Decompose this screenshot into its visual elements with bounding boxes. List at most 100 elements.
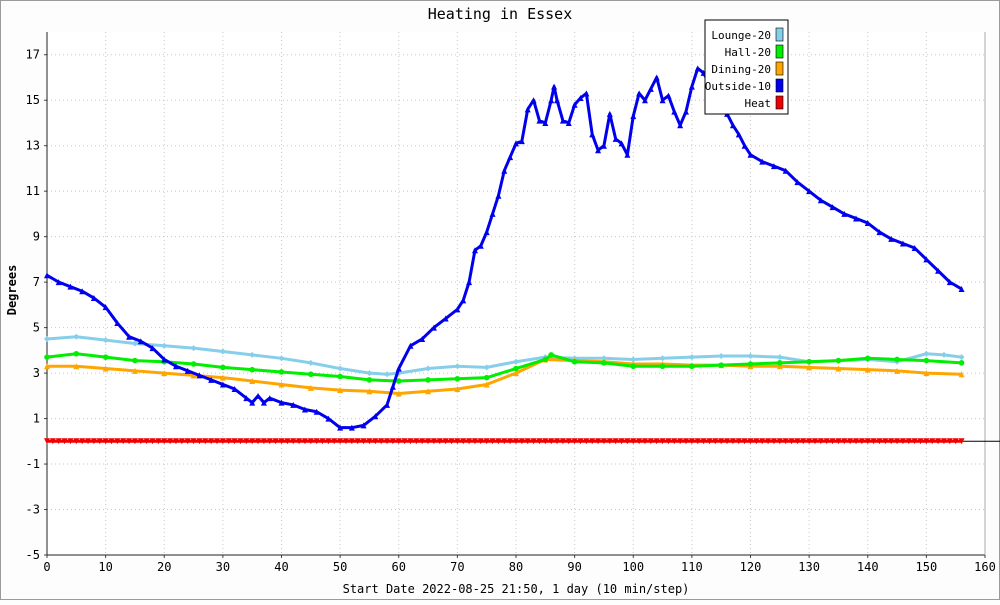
series-heat-point <box>401 438 408 445</box>
series-heat-point <box>372 438 379 445</box>
series-lounge-20-point <box>337 365 344 372</box>
x-tick-label: 100 <box>622 560 644 574</box>
y-tick-label: 13 <box>26 139 40 153</box>
series-heat-point <box>683 438 690 445</box>
series-hall-20-point <box>571 358 578 365</box>
series-outside-10-point <box>489 210 496 217</box>
series-outside-10-point <box>688 83 695 90</box>
series-heat-point <box>184 438 191 445</box>
series-outside-10-point <box>255 392 262 399</box>
legend-swatch <box>775 27 784 42</box>
series-outside-10-point <box>624 151 631 158</box>
series-lounge-20-point <box>425 365 432 372</box>
series-outside-10-point <box>149 345 156 352</box>
series-heat-point <box>296 438 303 445</box>
series-heat-point <box>747 438 754 445</box>
y-tick-label: 9 <box>33 230 40 244</box>
series-hall-20-point <box>102 354 109 360</box>
series-dining-20-point <box>894 367 901 374</box>
series-outside-10-point <box>589 131 596 138</box>
series-dining-20-point <box>190 372 197 379</box>
series-heat-point <box>653 438 660 445</box>
series-dining-20-point <box>923 370 930 377</box>
series-outside-10-point <box>231 386 238 393</box>
series-outside-10-point <box>172 363 179 370</box>
series-outside-10-point <box>888 235 895 242</box>
series-heat-point <box>501 438 508 445</box>
series-heat-point <box>917 438 924 445</box>
series-outside-10-point <box>471 247 478 254</box>
series-outside-10-point <box>677 122 684 129</box>
series-hall-20-point <box>278 369 285 375</box>
series-heat-point <box>864 438 871 445</box>
series-outside-10 <box>44 65 965 431</box>
series-hall-20-point <box>659 363 666 370</box>
series-heat-point <box>143 438 150 445</box>
series-outside-10-point <box>694 65 701 72</box>
series-heat-point <box>688 438 695 445</box>
series-heat-point <box>366 438 373 445</box>
series-outside-10-point <box>653 74 660 81</box>
series-heat-point <box>571 438 578 445</box>
series-hall-20-point <box>249 366 255 373</box>
series-heat-point <box>753 438 760 445</box>
chart-title: Heating in Essex <box>428 5 573 23</box>
series-heat-point <box>677 438 684 445</box>
series-heat-point <box>448 438 455 445</box>
series-heat-point <box>466 438 473 445</box>
series-outside-10-point <box>671 108 678 115</box>
x-tick-label: 160 <box>974 560 996 574</box>
series-outside-10-point <box>278 399 285 406</box>
x-axis-label: Start Date 2022-08-25 21:50, 1 day (10 m… <box>343 582 690 596</box>
series-dining-20-point <box>806 364 813 371</box>
series-heat-point <box>325 438 332 445</box>
series-outside-10-point <box>841 210 848 217</box>
series-heat-point <box>384 438 391 445</box>
series-heat-point <box>929 438 936 445</box>
series-dining-20-point <box>131 367 138 374</box>
series-outside-10-point <box>260 399 267 406</box>
series-heat-point <box>313 438 320 445</box>
series-heat-point <box>606 438 613 445</box>
series-heat-point <box>149 438 156 445</box>
series-hall-20-point <box>958 360 965 366</box>
series-heat-point <box>935 438 942 445</box>
series-dining-20-point <box>102 365 109 372</box>
series-heat-point <box>641 438 648 445</box>
series-heat-point <box>202 438 209 445</box>
series-heat-point <box>647 438 654 445</box>
series-heat-point <box>120 438 127 445</box>
series-heat-point <box>636 438 643 445</box>
series-outside-10-point <box>126 333 133 340</box>
series-heat-point <box>718 438 725 445</box>
series-lounge-20-point <box>161 342 168 349</box>
series-heat-point <box>876 438 883 445</box>
series-heat-point <box>483 438 490 445</box>
series-outside-10-point <box>430 324 437 331</box>
series-outside-10-point <box>90 295 97 302</box>
series-heat-point <box>624 438 631 445</box>
series-heat-point <box>542 438 549 445</box>
series-heat-point <box>870 438 877 445</box>
series-outside-10-point <box>518 138 525 145</box>
series-heat-point <box>776 438 783 445</box>
series-heat-point <box>249 438 256 445</box>
legend: Lounge-20 Hall-20 Dining-20 Outside-10 Heat <box>704 19 789 115</box>
series-lounge-20-point <box>219 348 226 355</box>
series-outside-10-point <box>55 279 62 286</box>
series-outside-10-point <box>876 229 883 236</box>
x-tick-label: 60 <box>392 560 406 574</box>
series-heat-point <box>79 438 86 445</box>
series-hall-20-point <box>483 374 490 381</box>
series-dining-20-point <box>337 387 344 394</box>
series-lounge-20-point <box>102 337 109 344</box>
series-heat-point <box>389 438 396 445</box>
series-dining-20-point <box>425 388 432 395</box>
series-outside-10-point <box>659 97 666 104</box>
series-outside-10-point <box>899 240 906 247</box>
series-heat-point <box>706 438 713 445</box>
series-dining-20-point <box>864 366 871 373</box>
x-tick-label: 10 <box>98 560 112 574</box>
series-outside-10-point <box>554 97 561 104</box>
plot-area <box>47 32 985 555</box>
